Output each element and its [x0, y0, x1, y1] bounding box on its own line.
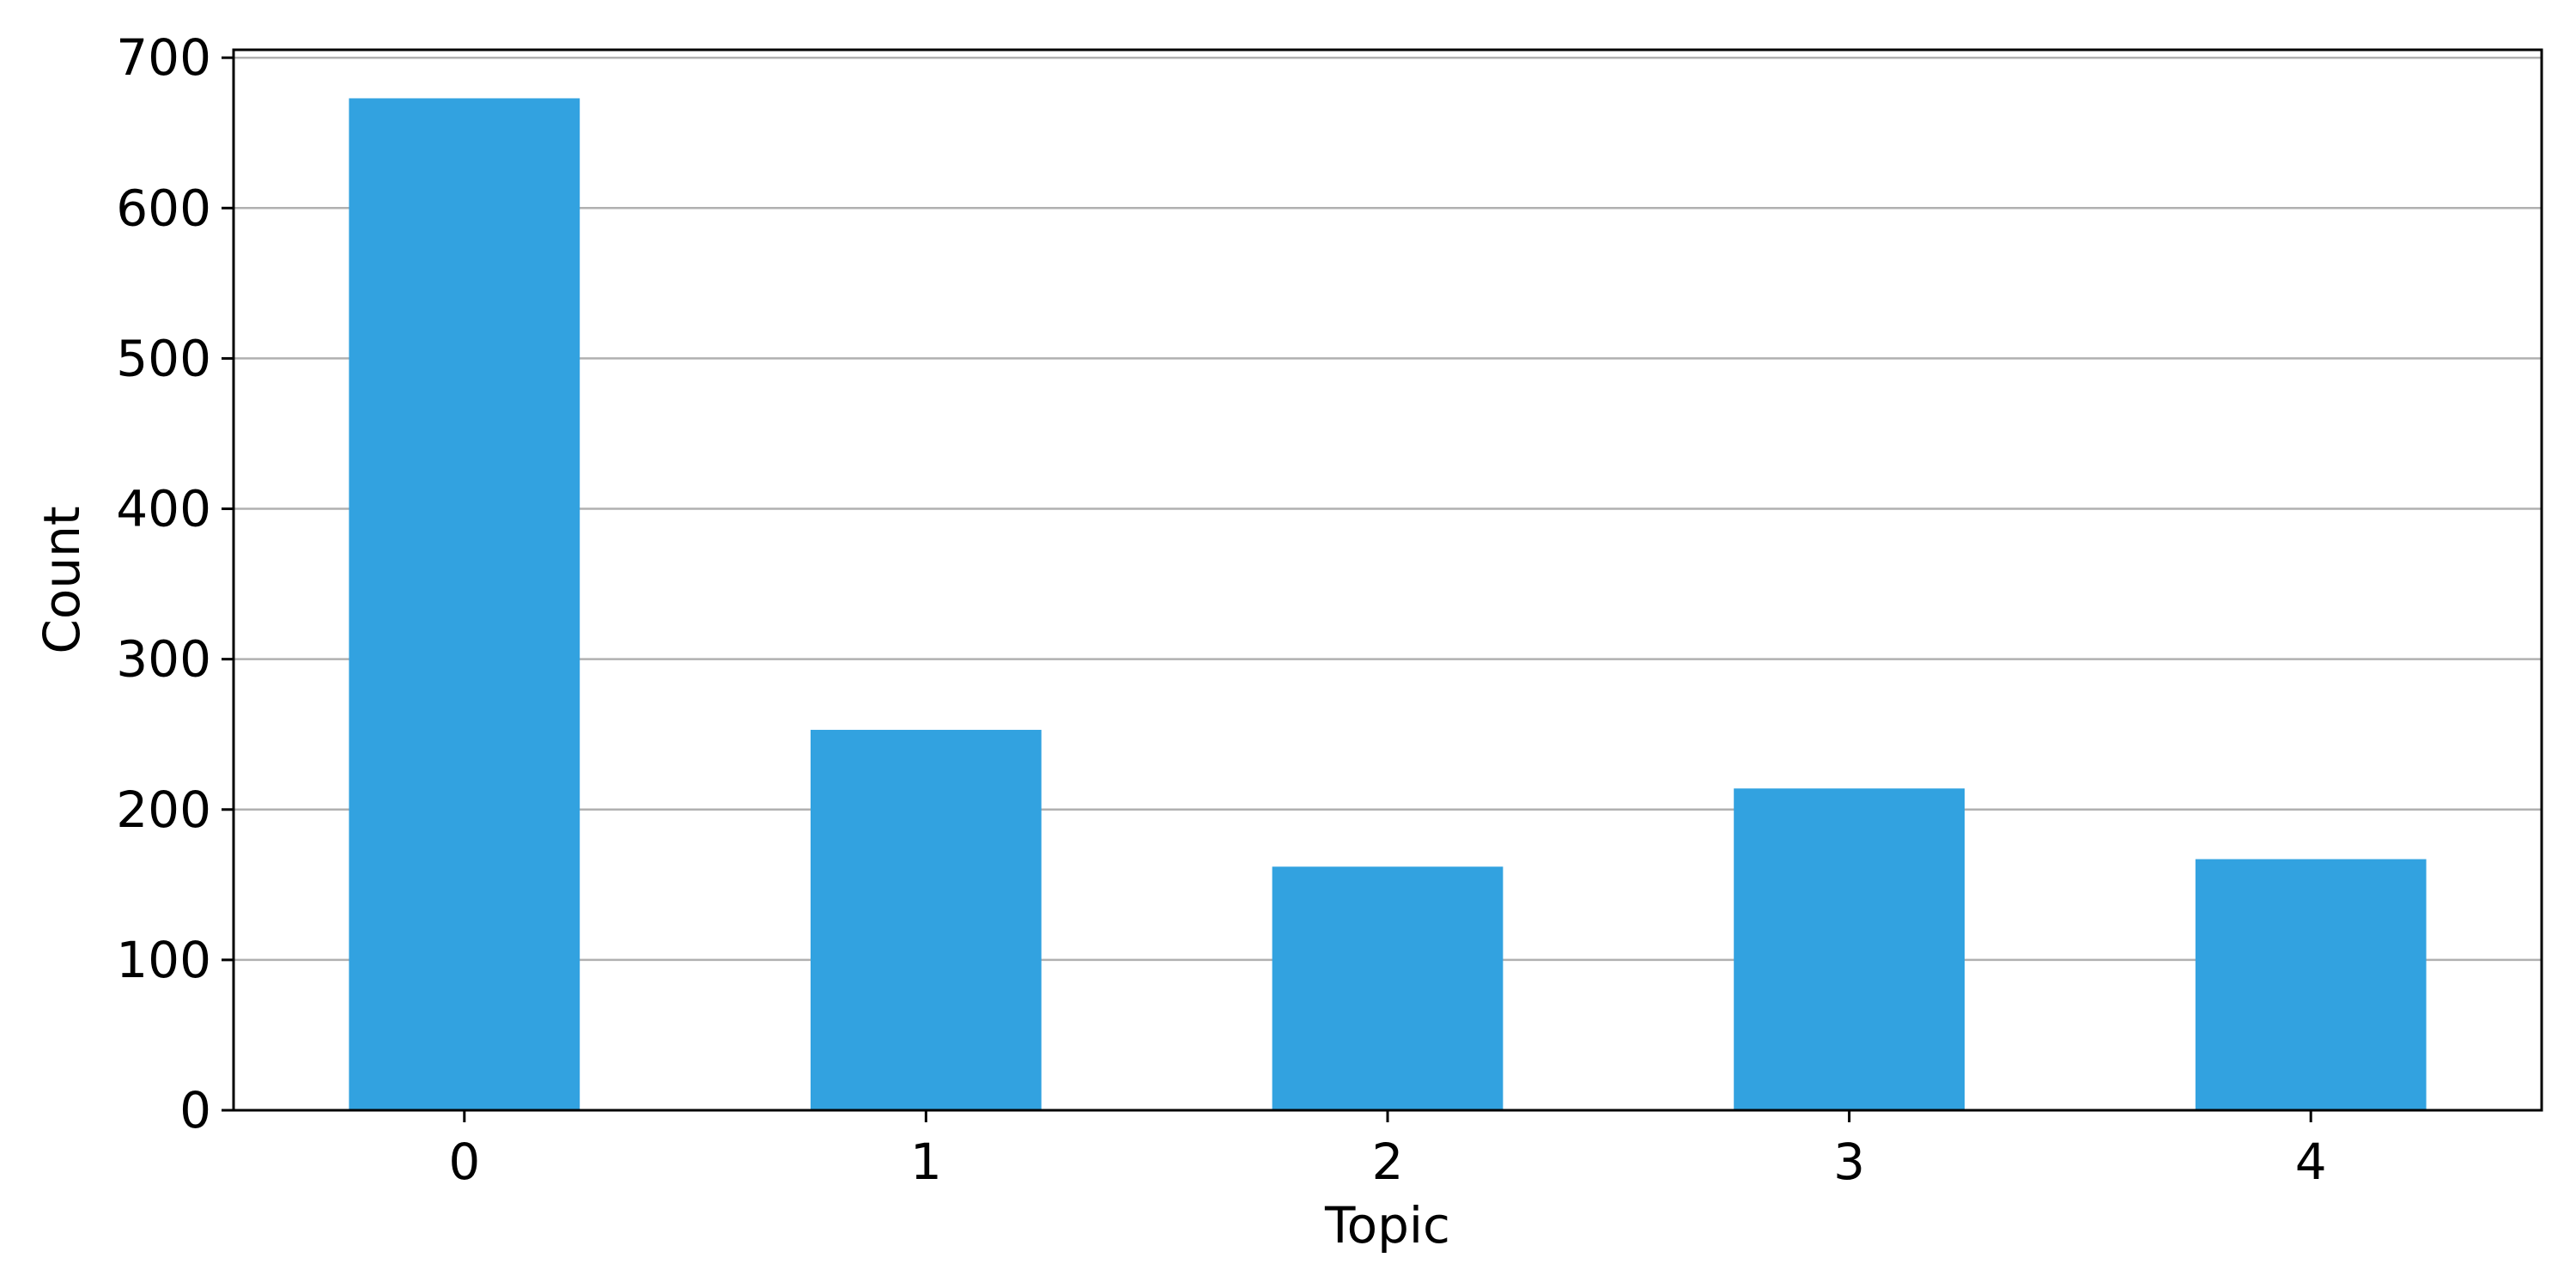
bar-topic-3: [1734, 788, 1965, 1110]
y-tick-label: 0: [179, 1081, 211, 1139]
x-tick-label: 2: [1372, 1133, 1404, 1191]
x-axis-ticks: 0 1 2 3 4: [448, 1110, 2327, 1191]
y-tick-label: 500: [116, 329, 211, 387]
y-tick-label: 300: [116, 630, 211, 689]
y-tick-label: 200: [116, 781, 211, 839]
bar-topic-1: [811, 729, 1042, 1110]
x-tick-label: 3: [1833, 1133, 1865, 1191]
y-tick-label: 100: [116, 931, 211, 989]
bar-topic-2: [1272, 866, 1504, 1110]
y-axis-label: Count: [33, 506, 91, 653]
x-tick-label: 1: [910, 1133, 942, 1191]
bars: [349, 98, 2427, 1111]
y-tick-label: 600: [116, 179, 211, 237]
y-tick-label: 400: [116, 480, 211, 538]
y-tick-label: 700: [116, 28, 211, 87]
y-axis-ticks: 0 100 200 300 400 500 600 700: [116, 28, 234, 1139]
bar-topic-0: [349, 98, 580, 1111]
x-tick-label: 4: [2295, 1133, 2327, 1191]
x-tick-label: 0: [448, 1133, 480, 1191]
x-axis-label: Topic: [1324, 1196, 1450, 1255]
grid-lines: [234, 56, 2542, 1112]
bar-topic-4: [2195, 859, 2427, 1110]
